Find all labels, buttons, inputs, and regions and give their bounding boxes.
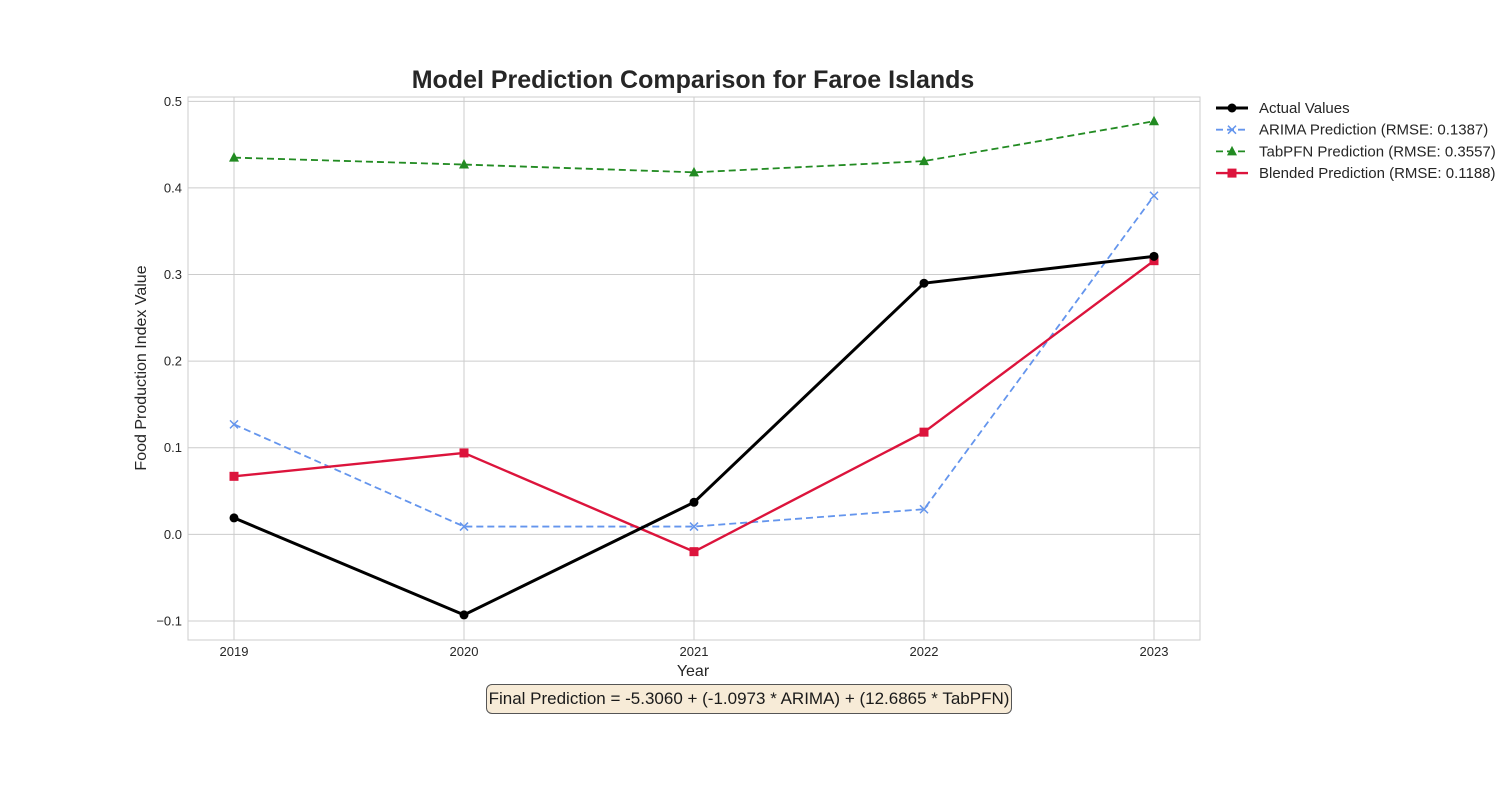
y-tick-label: 0.0 xyxy=(164,527,182,542)
data-point xyxy=(459,610,469,620)
y-tick-label: 0.3 xyxy=(164,267,182,282)
data-point xyxy=(919,504,929,514)
data-point xyxy=(229,152,239,162)
y-axis-label: Food Production Index Value xyxy=(133,265,150,470)
legend-label: Blended Prediction (RMSE: 0.1188) xyxy=(1259,165,1496,182)
y-tick-label: −0.1 xyxy=(156,613,182,628)
data-point xyxy=(919,278,929,288)
data-point xyxy=(229,419,239,429)
y-tick-label: 0.2 xyxy=(164,354,182,369)
legend-label: Actual Values xyxy=(1259,100,1350,117)
data-point xyxy=(689,497,699,507)
legend-label: TabPFN Prediction (RMSE: 0.3557) xyxy=(1259,143,1496,160)
legend-marker xyxy=(1227,168,1237,178)
legend-item: ARIMA Prediction (RMSE: 0.1387) xyxy=(1216,122,1488,139)
data-point xyxy=(229,513,239,523)
legend-marker xyxy=(1227,103,1237,113)
y-tick-labels: −0.1 0.0 0.1 0.2 0.3 0.4 0.5 xyxy=(156,94,182,629)
data-point xyxy=(1149,191,1159,201)
y-tick-label: 0.5 xyxy=(164,94,182,109)
series-2 xyxy=(229,115,1159,177)
series-1 xyxy=(229,191,1159,532)
legend-item: Actual Values xyxy=(1216,100,1350,117)
series-0 xyxy=(229,251,1159,620)
y-tick-label: 0.4 xyxy=(164,180,182,195)
x-tick-label: 2022 xyxy=(910,644,939,659)
x-tick-labels: 2019 2020 2021 2022 2023 xyxy=(220,644,1169,659)
series-group xyxy=(229,115,1159,620)
data-point xyxy=(689,522,699,532)
data-point xyxy=(1149,251,1159,261)
x-tick-label: 2020 xyxy=(450,644,479,659)
legend-label: ARIMA Prediction (RMSE: 0.1387) xyxy=(1259,122,1488,139)
chart-title: Model Prediction Comparison for Faroe Is… xyxy=(412,66,975,94)
legend-marker xyxy=(1227,125,1237,135)
data-point xyxy=(459,159,469,169)
data-point xyxy=(229,471,239,481)
data-point xyxy=(689,547,699,557)
legend: Actual Values ARIMA Prediction (RMSE: 0.1… xyxy=(1216,100,1496,182)
legend-item: Blended Prediction (RMSE: 0.1188) xyxy=(1216,165,1496,182)
y-tick-label: 0.1 xyxy=(164,440,182,455)
data-point xyxy=(919,427,929,437)
data-point xyxy=(459,522,469,532)
grid-lines xyxy=(188,97,1200,640)
data-point xyxy=(459,448,469,458)
plot-frame xyxy=(187,96,1201,641)
data-point xyxy=(689,166,699,177)
legend-item: TabPFN Prediction (RMSE: 0.3557) xyxy=(1216,143,1496,160)
x-tick-label: 2019 xyxy=(220,644,249,659)
x-axis-label: Year xyxy=(677,663,710,680)
x-tick-label: 2023 xyxy=(1140,644,1169,659)
data-point xyxy=(1149,115,1159,126)
x-tick-label: 2021 xyxy=(680,644,709,659)
legend-marker xyxy=(1227,145,1237,156)
series-line xyxy=(233,195,1155,528)
data-point xyxy=(919,155,929,166)
formula-annotation: Final Prediction = -5.3060 + (-1.0973 * … xyxy=(486,684,1012,714)
